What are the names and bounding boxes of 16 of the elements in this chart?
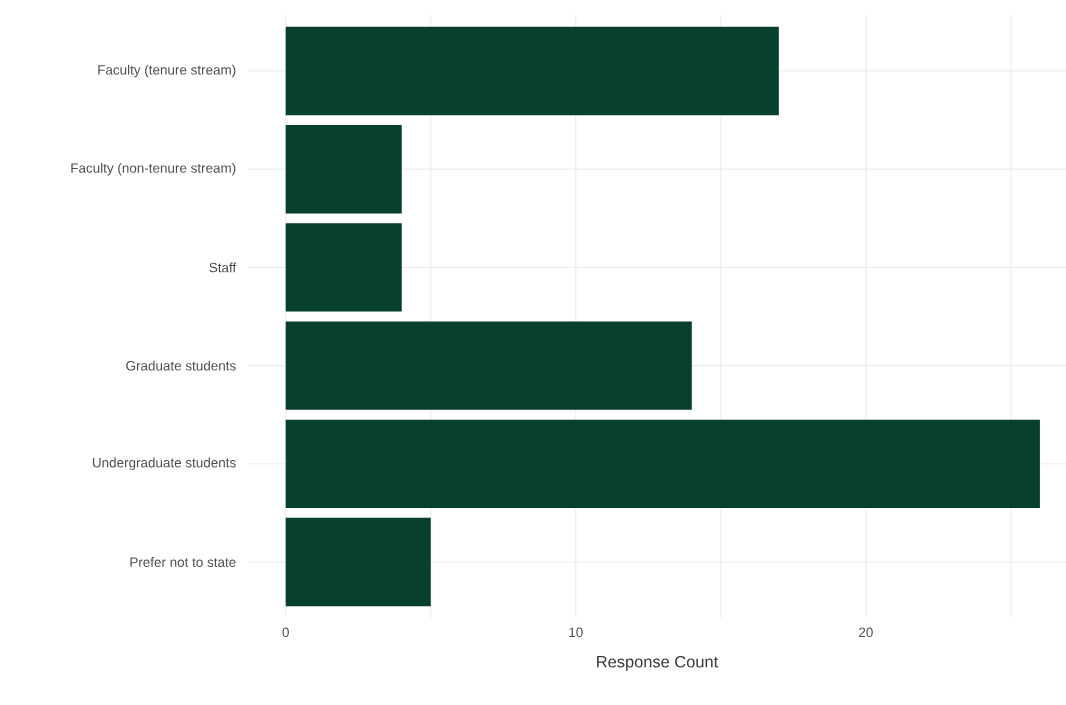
x-tick-label: 20 xyxy=(859,627,873,638)
y-tick-label: Prefer not to state xyxy=(130,557,236,567)
x-axis-title: Response Count xyxy=(597,655,719,671)
bar xyxy=(285,419,1040,509)
bar xyxy=(285,125,402,214)
y-tick-label: Faculty (non-tenure stream) xyxy=(71,162,236,176)
x-tick-label: 0 xyxy=(282,627,289,638)
bar xyxy=(285,26,779,116)
bar xyxy=(285,223,402,312)
y-tick-label: Undergraduate students xyxy=(92,457,236,471)
bar xyxy=(285,517,431,607)
bar xyxy=(285,321,692,410)
y-tick-label: Graduate students xyxy=(126,360,236,371)
y-tick-label: Faculty (tenure stream) xyxy=(98,64,236,78)
x-tick-label: 10 xyxy=(569,627,583,638)
y-tick-label: Staff xyxy=(209,262,237,273)
